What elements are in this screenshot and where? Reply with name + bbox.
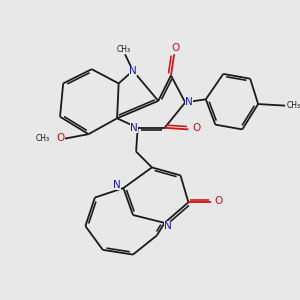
Text: O: O xyxy=(57,133,65,143)
Text: CH₃: CH₃ xyxy=(36,134,50,143)
Text: N: N xyxy=(164,221,171,231)
Text: N: N xyxy=(113,180,121,190)
Text: N: N xyxy=(185,98,193,107)
Text: CH₃: CH₃ xyxy=(116,45,130,54)
Text: O: O xyxy=(214,196,223,206)
Text: O: O xyxy=(171,43,180,53)
Text: O: O xyxy=(193,123,201,133)
Text: N: N xyxy=(129,66,137,76)
Text: CH₃: CH₃ xyxy=(286,100,300,109)
Text: N: N xyxy=(130,123,138,133)
